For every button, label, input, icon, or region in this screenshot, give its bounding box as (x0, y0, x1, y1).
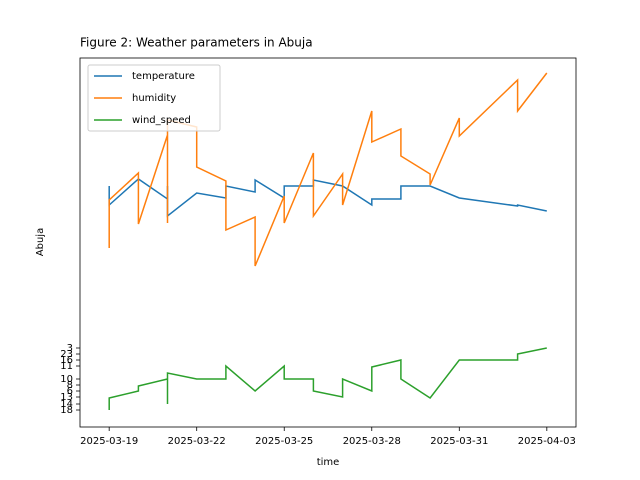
x-tick-label: 2025-03-25 (255, 436, 313, 447)
y-tick-label: 10 (60, 374, 73, 385)
x-tick-label: 2025-03-22 (168, 436, 226, 447)
x-tick-label: 2025-03-28 (343, 436, 401, 447)
y-axis-label: Abuja (35, 228, 46, 256)
chart-title: Figure 2: Weather parameters in Abuja (80, 36, 313, 50)
axes-frame (79, 57, 577, 428)
legend-box (87, 64, 221, 132)
x-tick-label: 2025-03-19 (80, 436, 138, 447)
y-tick-label: 11 (60, 361, 73, 372)
y-tick-label: 16 (60, 355, 73, 366)
y-tick-label: 8 (67, 380, 73, 391)
legend-label: temperature (132, 71, 195, 82)
x-tick-label: 2025-03-31 (430, 436, 488, 447)
y-tick-label: 3 (67, 343, 73, 354)
y-tick-label: 6 (67, 386, 73, 397)
y-tick-label: 14 (60, 399, 73, 410)
y-tick-label: 13 (60, 392, 73, 403)
legend-label: wind_speed (132, 115, 191, 126)
series-line (108, 72, 548, 267)
series-line (108, 347, 547, 410)
y-tick-label: 23 (60, 349, 73, 360)
x-axis-label: time (317, 457, 340, 468)
legend-label: humidity (132, 93, 176, 104)
x-tick-label: 2025-04-03 (518, 436, 576, 447)
y-tick-label: 18 (60, 405, 73, 416)
